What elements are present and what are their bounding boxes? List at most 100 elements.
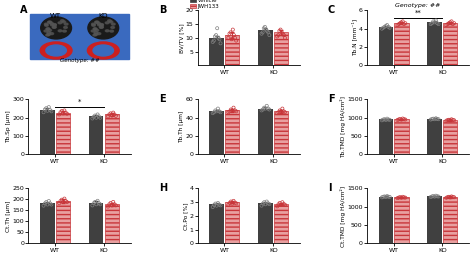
Point	[259, 107, 267, 112]
Point	[401, 21, 409, 25]
Text: F: F	[328, 94, 335, 104]
Text: Genotype: ##: Genotype: ##	[395, 3, 441, 8]
Bar	[443, 197, 457, 243]
Point	[41, 107, 49, 112]
Point	[262, 106, 269, 111]
Text: E: E	[159, 94, 165, 104]
Point	[428, 194, 436, 198]
Point	[273, 34, 281, 39]
Circle shape	[94, 33, 98, 35]
Ellipse shape	[88, 17, 118, 39]
Point	[395, 117, 402, 121]
Point	[400, 117, 408, 121]
Bar	[428, 22, 442, 65]
Point	[274, 110, 282, 114]
Point	[111, 202, 118, 206]
Point	[228, 202, 236, 206]
Point	[379, 195, 387, 199]
Point	[44, 109, 51, 113]
Point	[211, 202, 219, 206]
Bar	[225, 35, 239, 65]
Point	[109, 111, 117, 115]
Point	[92, 116, 100, 120]
Point	[58, 109, 65, 113]
Circle shape	[91, 23, 95, 25]
Point	[42, 200, 50, 204]
Point	[209, 111, 217, 115]
Circle shape	[98, 24, 101, 26]
Point	[382, 195, 390, 199]
Point	[260, 106, 268, 110]
Point	[398, 20, 405, 24]
Point	[40, 110, 47, 114]
Point	[92, 202, 100, 206]
Point	[264, 201, 272, 205]
Circle shape	[100, 26, 103, 28]
Point	[230, 33, 238, 37]
Circle shape	[93, 28, 97, 30]
Point	[55, 112, 63, 117]
Circle shape	[105, 30, 109, 32]
Point	[428, 117, 436, 121]
Point	[431, 117, 438, 121]
Point	[398, 118, 405, 122]
Circle shape	[111, 26, 115, 28]
Point	[400, 22, 408, 26]
Point	[273, 204, 281, 208]
Circle shape	[45, 24, 48, 26]
Text: KO: KO	[99, 12, 108, 19]
Point	[277, 109, 285, 113]
Point	[232, 109, 240, 113]
Point	[435, 22, 442, 26]
Point	[399, 195, 407, 199]
Bar	[40, 203, 55, 243]
Point	[211, 34, 219, 39]
Y-axis label: Tb.N [mm⁻¹]: Tb.N [mm⁻¹]	[352, 19, 357, 56]
Point	[217, 41, 224, 45]
Text: **: **	[415, 10, 421, 16]
Point	[96, 202, 104, 206]
Point	[104, 204, 112, 208]
Point	[428, 21, 436, 25]
Point	[96, 116, 104, 120]
Point	[55, 201, 63, 205]
Point	[445, 21, 453, 25]
Bar	[274, 32, 288, 65]
Point	[45, 105, 53, 109]
Point	[258, 32, 265, 36]
Y-axis label: Ct.Th [µm]: Ct.Th [µm]	[6, 200, 11, 232]
Point	[90, 115, 98, 119]
Point	[444, 22, 451, 26]
Point	[89, 203, 96, 207]
Circle shape	[100, 24, 103, 26]
Point	[62, 111, 70, 115]
Circle shape	[47, 33, 51, 35]
Circle shape	[97, 33, 101, 35]
Circle shape	[91, 30, 95, 32]
Circle shape	[44, 30, 48, 32]
Circle shape	[47, 21, 51, 23]
Point	[448, 19, 456, 23]
Bar	[56, 113, 70, 154]
Point	[227, 107, 235, 112]
Point	[445, 118, 453, 122]
Point	[276, 108, 283, 112]
Point	[225, 203, 232, 207]
Point	[57, 199, 64, 203]
Point	[89, 116, 96, 120]
Point	[394, 196, 401, 200]
Point	[443, 119, 450, 123]
Circle shape	[64, 23, 68, 25]
Text: C: C	[328, 5, 335, 15]
Bar	[89, 117, 103, 154]
Point	[40, 204, 47, 208]
Point	[448, 117, 456, 121]
Point	[62, 199, 70, 203]
Point	[264, 106, 272, 111]
Point	[230, 106, 237, 110]
Bar	[89, 203, 103, 243]
Point	[381, 25, 388, 29]
Point	[398, 196, 405, 200]
Text: A: A	[20, 5, 28, 15]
Point	[42, 106, 50, 110]
